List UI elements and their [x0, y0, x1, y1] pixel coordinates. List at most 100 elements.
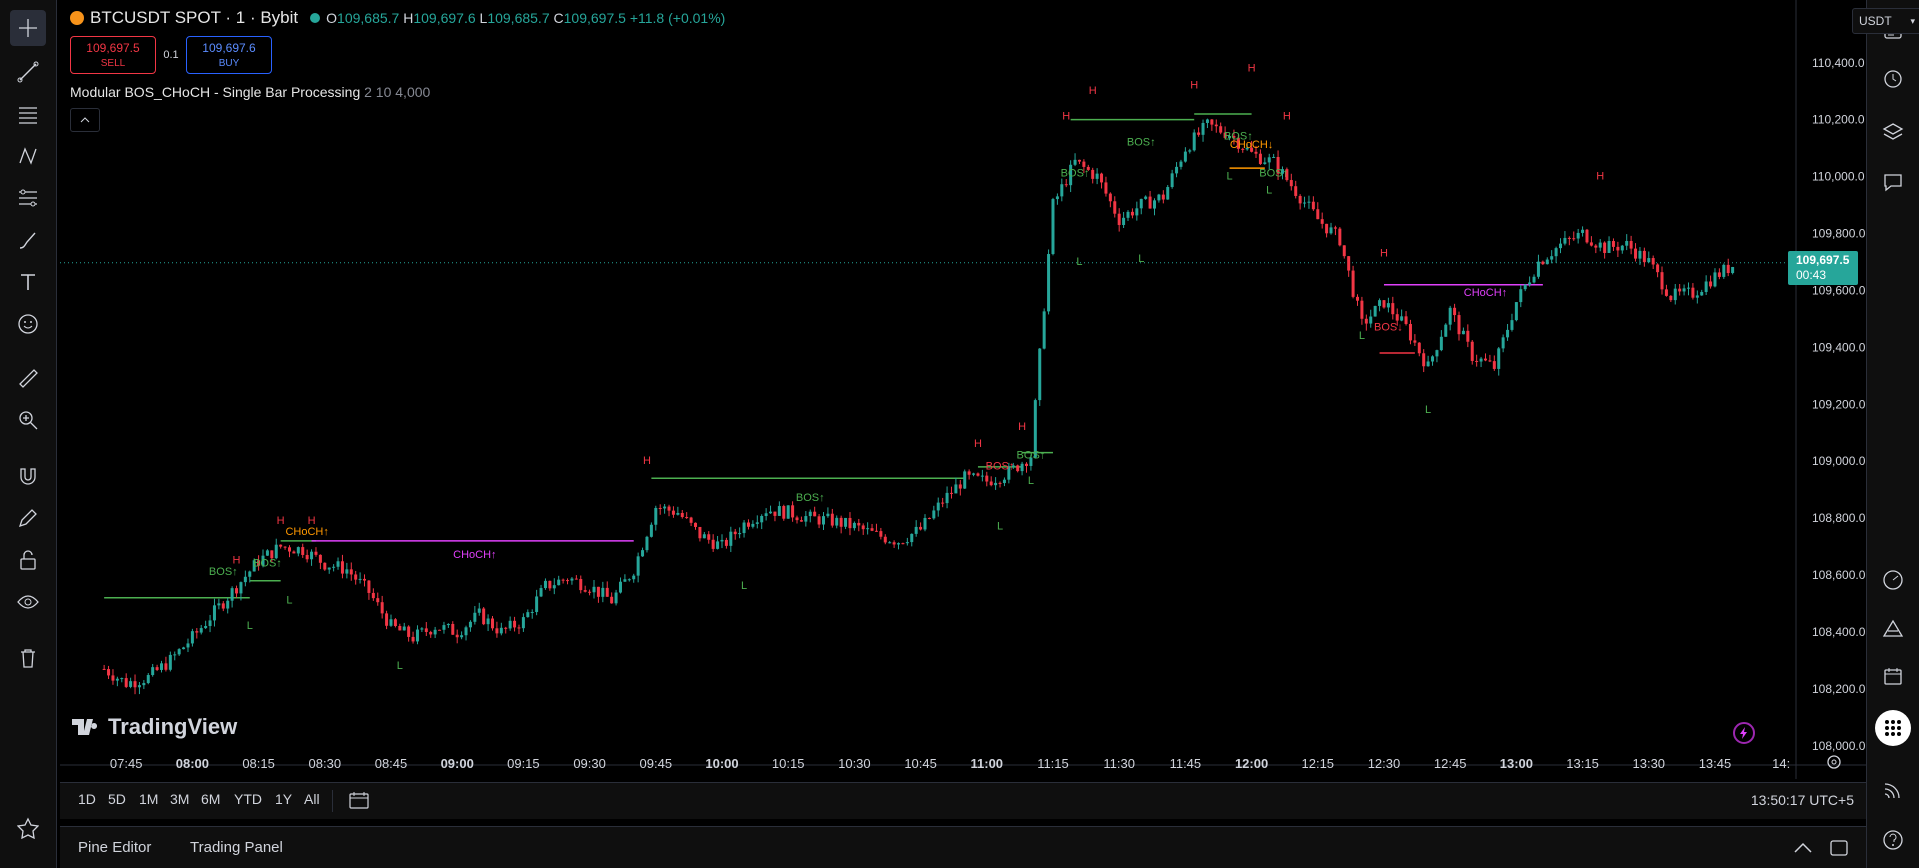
bitcoin-icon	[70, 11, 84, 25]
zoom-in-icon[interactable]	[10, 402, 46, 438]
chart-pane[interactable]: 110,400.0 110,200.0 110,000.0 109,800.0 109,…	[60, 0, 1919, 779]
chat-icon[interactable]	[1875, 164, 1911, 200]
candle-body	[460, 635, 464, 638]
broadcast-icon[interactable]	[1875, 772, 1911, 808]
layers-icon[interactable]	[1875, 114, 1911, 150]
text-tool-icon[interactable]	[10, 264, 46, 300]
candle-body	[535, 596, 539, 612]
x-tick-label: 10:30	[838, 756, 871, 771]
candle-body	[1501, 337, 1505, 349]
candle-body	[742, 522, 746, 534]
candle-body	[923, 517, 927, 530]
candle-body	[786, 505, 790, 519]
emoji-icon[interactable]	[10, 306, 46, 342]
candle-body	[1047, 254, 1051, 312]
candle-body	[746, 522, 750, 527]
candle-body	[1660, 272, 1664, 290]
swing-label: L	[247, 620, 253, 632]
candle-body	[279, 544, 283, 547]
chevron-up-icon[interactable]	[1794, 841, 1812, 859]
crosshair-icon[interactable]	[10, 10, 46, 46]
eye-icon[interactable]	[10, 584, 46, 620]
range-1m[interactable]: 1M	[139, 791, 159, 807]
candle-body	[1404, 316, 1408, 324]
buy-price: 109,697.6	[202, 41, 256, 55]
candle-body	[698, 526, 702, 539]
mountain-icon[interactable]	[1875, 610, 1911, 646]
candle-body	[1603, 242, 1607, 253]
candle-body	[1316, 209, 1320, 220]
candle-body	[967, 471, 971, 475]
range-5d[interactable]: 5D	[108, 791, 126, 807]
tab-pine-editor[interactable]: Pine Editor	[78, 839, 152, 856]
left-drawing-toolbar	[0, 0, 57, 868]
alarm-clock-icon[interactable]	[1875, 60, 1911, 96]
candle-body	[861, 525, 865, 530]
candle-body	[1656, 264, 1660, 273]
help-icon[interactable]	[1875, 822, 1911, 858]
candle-body	[1108, 193, 1112, 202]
candle-body	[1095, 173, 1099, 179]
candle-body	[1629, 240, 1633, 249]
buy-button[interactable]: 109,697.6 BUY	[186, 36, 272, 74]
candle-body	[592, 586, 596, 593]
candle-body	[830, 513, 834, 526]
candle-body	[543, 580, 547, 589]
gauge-icon[interactable]	[1875, 562, 1911, 598]
candle-body	[1448, 307, 1452, 325]
candle-body	[385, 613, 389, 626]
horizontal-lines-icon[interactable]	[10, 96, 46, 132]
magnet-icon[interactable]	[10, 458, 46, 494]
fib-icon[interactable]	[10, 180, 46, 216]
tab-trading-panel[interactable]: Trading Panel	[190, 839, 283, 856]
trend-line-icon[interactable]	[10, 54, 46, 90]
candle-body	[614, 592, 618, 604]
calendar-icon[interactable]	[1875, 658, 1911, 694]
lightning-icon[interactable]	[1733, 722, 1755, 744]
candle-body	[517, 627, 521, 629]
maximize-panel-icon[interactable]	[1830, 840, 1848, 861]
quantity-value[interactable]: 0.1	[163, 49, 179, 61]
range-3m[interactable]: 3M	[170, 791, 190, 807]
brush-icon[interactable]	[10, 222, 46, 258]
date-range-icon[interactable]	[348, 791, 370, 816]
candle-body	[1378, 300, 1382, 306]
swing-label: L	[741, 580, 747, 592]
candle-body	[1695, 295, 1699, 298]
range-1y[interactable]: 1Y	[275, 791, 293, 807]
candle-body	[1669, 295, 1673, 301]
utc-clock[interactable]: 13:50:17 UTC+5	[1750, 792, 1854, 808]
candle-body	[1042, 311, 1046, 349]
y-tick-label: 110,000.0	[1812, 170, 1865, 184]
range-6m[interactable]: 6M	[201, 791, 221, 807]
candle-body	[1585, 229, 1589, 243]
collapse-legend-button[interactable]	[70, 108, 100, 132]
candle-body	[473, 612, 477, 622]
symbol-title[interactable]: BTCUSDT SPOT · 1 · Bybit	[90, 8, 299, 27]
range-all[interactable]: All	[304, 791, 320, 807]
y-tick-label: 109,600.0	[1812, 283, 1866, 297]
ruler-icon[interactable]	[10, 360, 46, 396]
indicator-legend[interactable]: Modular BOS_CHoCH - Single Bar Processin…	[70, 84, 430, 100]
candle-body	[1157, 194, 1161, 201]
candle-body	[367, 580, 371, 593]
candle-body	[1241, 148, 1245, 150]
currency-select[interactable]: USDT ▾	[1852, 8, 1919, 34]
candle-body	[182, 647, 186, 650]
apps-grid-icon[interactable]	[1875, 710, 1911, 746]
trash-icon[interactable]	[10, 640, 46, 676]
sell-button[interactable]: 109,697.5 SELL	[70, 36, 156, 74]
candle-body	[724, 539, 728, 546]
candle-body	[1033, 400, 1037, 458]
settings-gear-icon[interactable]	[1825, 753, 1843, 776]
lock-pencil-icon[interactable]	[10, 500, 46, 536]
candle-body	[711, 539, 715, 549]
range-1d[interactable]: 1D	[78, 791, 96, 807]
lock-icon[interactable]	[10, 542, 46, 578]
price-chart[interactable]: 110,400.0 110,200.0 110,000.0 109,800.0 109,…	[60, 0, 1866, 779]
pattern-icon[interactable]	[10, 138, 46, 174]
star-icon[interactable]	[10, 810, 46, 846]
range-ytd[interactable]: YTD	[234, 791, 262, 807]
candle-body	[1007, 466, 1011, 480]
candle-body	[963, 471, 967, 489]
